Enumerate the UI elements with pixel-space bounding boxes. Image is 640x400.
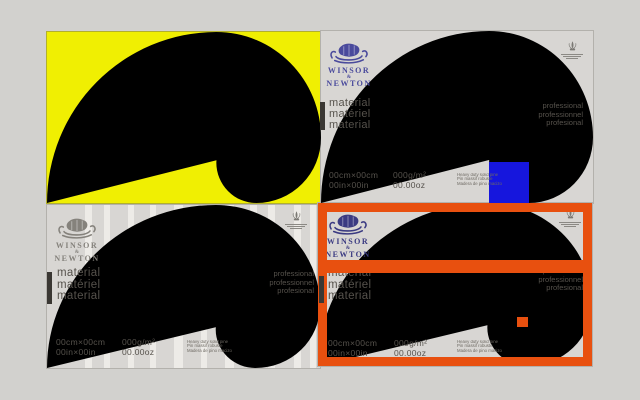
- orange-band-overlay: [318, 260, 592, 273]
- packaging-panel-stripes: WINSOR & NEWTON material matériel materi…: [46, 204, 321, 369]
- winsor-newton-logo: WINSOR & NEWTON: [325, 212, 371, 259]
- brand-word-winsor: WINSOR: [327, 66, 371, 75]
- brand-word-newton: NEWTON: [326, 79, 372, 88]
- brand-ampersand: &: [346, 75, 352, 80]
- blue-accent-square: [489, 162, 529, 203]
- brand-word-winsor: WINSOR: [55, 241, 99, 250]
- golden-spiral-icon: [47, 32, 321, 203]
- packaging-panel-blue: WINSOR & NEWTON material matériel materi…: [320, 30, 594, 204]
- golden-spiral-panel-yellow: [46, 31, 322, 204]
- royal-warrant-crest: [281, 210, 311, 230]
- brand-word-newton: NEWTON: [54, 254, 100, 263]
- brand-ampersand: &: [345, 246, 351, 251]
- size-label: 00cm×00cm 00in×00in: [56, 337, 106, 357]
- winsor-newton-logo: WINSOR & NEWTON: [54, 216, 100, 263]
- ship-logo-icon: [58, 217, 96, 239]
- plume-crest-icon: [568, 40, 576, 51]
- royal-warrant-crest: [555, 208, 585, 228]
- weight-label: 000g/m² 00.00oz: [394, 338, 428, 358]
- spine-bar: [47, 272, 52, 304]
- royal-warrant-crest: [557, 40, 587, 60]
- spine-bar: [319, 276, 324, 303]
- orange-accent-square: [516, 317, 529, 328]
- size-label: 00cm×00cm 00in×00in: [329, 170, 379, 190]
- professional-label: professional professionnel profesional: [269, 269, 314, 295]
- weight-label: 000g/m² 00.00oz: [393, 170, 427, 190]
- packaging-panel-orange: WINSOR & NEWTON material matériel materi…: [317, 202, 593, 367]
- orange-frame-overlay: [318, 203, 592, 366]
- material-note: Heavy duty solid pine Pin massif robuste…: [187, 340, 232, 354]
- ship-logo-icon: [330, 42, 368, 64]
- professional-label: professional professionnel profesional: [538, 101, 583, 127]
- material-label: material matériel material: [329, 97, 371, 131]
- brand-word-newton: NEWTON: [325, 250, 371, 259]
- weight-label: 000g/m² 00.00oz: [122, 337, 156, 357]
- brand-ampersand: &: [74, 250, 80, 255]
- material-note: Heavy duty solid pine Pin massif robuste…: [457, 340, 502, 354]
- material-label: material matériel material: [57, 267, 101, 302]
- size-label: 00cm×00cm 00in×00in: [328, 338, 378, 358]
- plume-crest-icon: [292, 210, 300, 221]
- spine-bar: [320, 102, 325, 130]
- winsor-newton-logo: WINSOR & NEWTON: [326, 41, 372, 88]
- material-note: Heavy duty solid pine Pin massif robuste…: [457, 173, 502, 187]
- brand-word-winsor: WINSOR: [326, 237, 370, 246]
- material-label: material matériel material: [328, 267, 372, 302]
